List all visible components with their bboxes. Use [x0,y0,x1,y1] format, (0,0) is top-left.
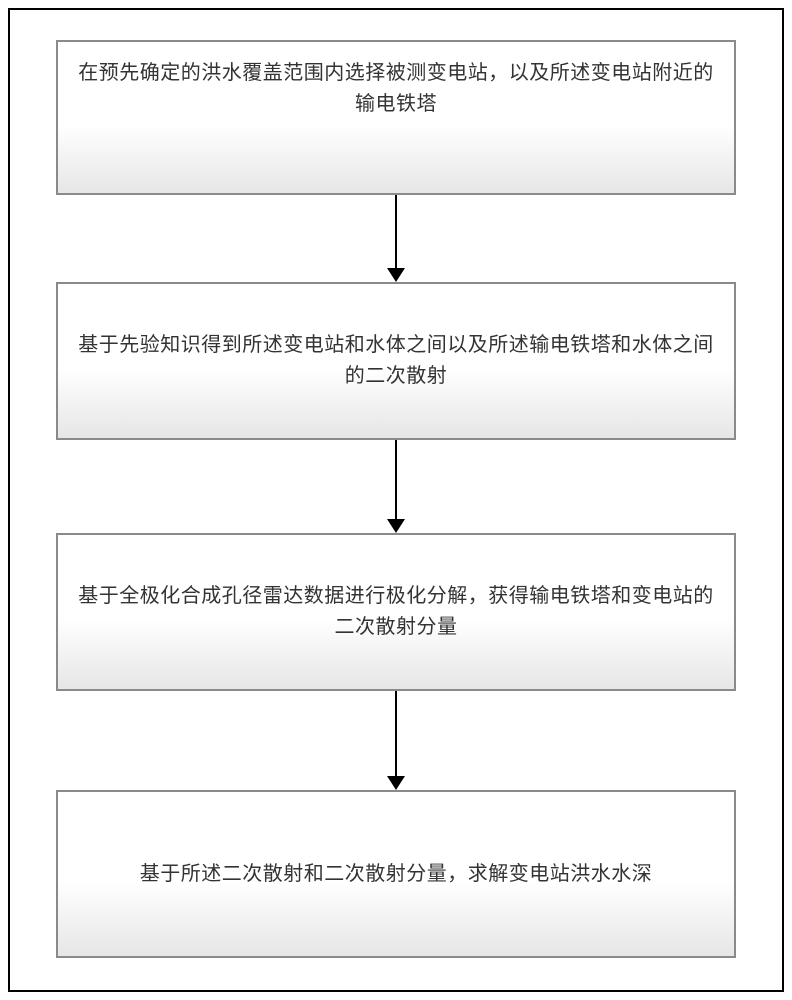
flowchart-canvas: 在预先确定的洪水覆盖范围内选择被测变电站，以及所述变电站附近的输电铁塔基于先验知… [0,0,792,1000]
flow-node-4: 基于所述二次散射和二次散射分量，求解变电站洪水水深 [56,790,736,958]
arrow-line-3 [395,691,397,776]
arrow-head-icon [387,519,405,533]
arrow-head-icon [387,776,405,790]
flow-node-text: 在预先确定的洪水覆盖范围内选择被测变电站，以及所述变电站附近的输电铁塔 [58,58,734,120]
flow-node-1: 在预先确定的洪水覆盖范围内选择被测变电站，以及所述变电站附近的输电铁塔 [56,40,736,195]
arrow-line-2 [395,440,397,519]
flow-node-text: 基于所述二次散射和二次散射分量，求解变电站洪水水深 [58,859,734,890]
flow-node-2: 基于先验知识得到所述变电站和水体之间以及所述输电铁塔和水体之间的二次散射 [56,282,736,440]
arrow-line-1 [395,195,397,268]
arrow-head-icon [387,268,405,282]
flow-node-3: 基于全极化合成孔径雷达数据进行极化分解，获得输电铁塔和变电站的二次散射分量 [56,533,736,691]
flow-node-text: 基于全极化合成孔径雷达数据进行极化分解，获得输电铁塔和变电站的二次散射分量 [58,581,734,643]
flow-node-text: 基于先验知识得到所述变电站和水体之间以及所述输电铁塔和水体之间的二次散射 [58,330,734,392]
